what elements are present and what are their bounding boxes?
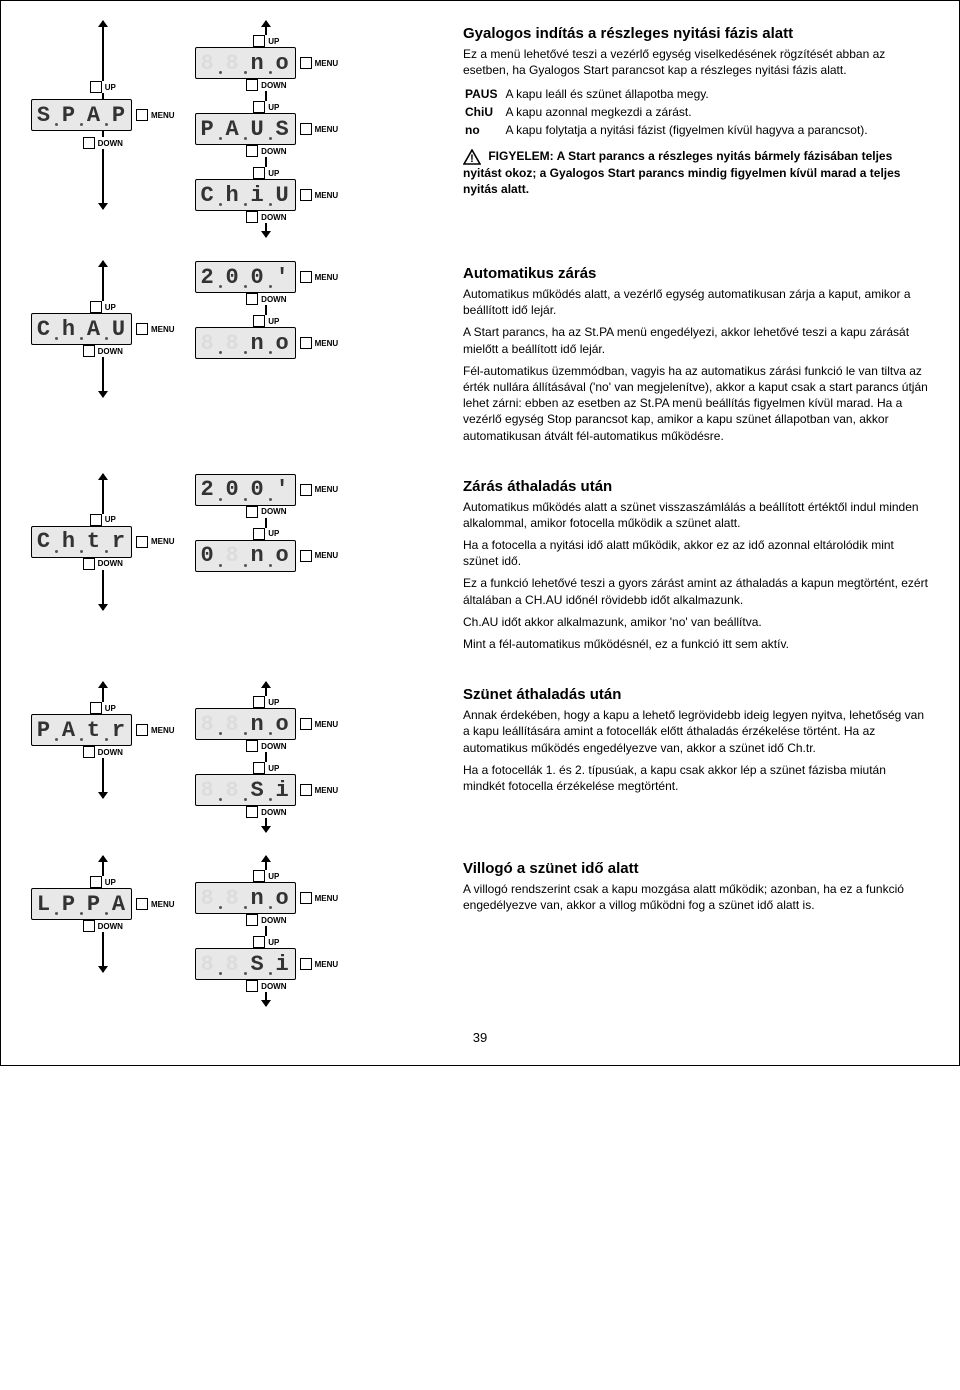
body-text: Fél-automatikus üzemmódban, vagyis ha az… [463, 363, 929, 444]
main-menu-stack: UP L P P A MENU DOWN [31, 856, 175, 1006]
lcd-paus: P A U S [195, 113, 296, 145]
lcd-no: 8 8 n o [195, 327, 296, 359]
down-button[interactable] [83, 345, 95, 357]
section-title: Zárás áthaladás után [463, 478, 929, 495]
lcd-main: S P A P [31, 99, 132, 131]
lcd-time: 2 0 0 ' [195, 474, 296, 506]
sub-menu-stack: UP 8 8 n o MENU DOWN UP P A U S [195, 21, 339, 237]
lcd-main: C h t r [31, 526, 132, 558]
lcd-chiu: C h i U [195, 179, 296, 211]
menu-button[interactable] [300, 57, 312, 69]
menu-button[interactable] [300, 958, 312, 970]
lcd-sub: 8 8 n o [195, 47, 296, 79]
lcd-main: C h A U [31, 313, 132, 345]
lcd-si: 8 8 S i [195, 948, 296, 980]
menu-button[interactable] [300, 784, 312, 796]
down-button[interactable] [83, 137, 95, 149]
svg-text:!: ! [470, 153, 474, 165]
lcd-main: P A t r [31, 714, 132, 746]
down-button[interactable] [246, 79, 258, 91]
up-button[interactable] [253, 528, 265, 540]
page-number: 39 [31, 1030, 929, 1045]
up-button[interactable] [253, 101, 265, 113]
up-button[interactable] [90, 876, 102, 888]
menu-button[interactable] [300, 892, 312, 904]
main-menu-stack: UP P A t r MENU DOWN [31, 682, 175, 832]
down-button[interactable] [246, 980, 258, 992]
down-button[interactable] [83, 746, 95, 758]
menu-button[interactable] [300, 271, 312, 283]
lcd-no: 0 8 n o [195, 540, 296, 572]
up-button[interactable] [253, 167, 265, 179]
lcd-main: L P P A [31, 888, 132, 920]
body-text: Ch.AU időt akkor alkalmazunk, amikor 'no… [463, 614, 929, 630]
down-button[interactable] [246, 145, 258, 157]
up-button[interactable] [90, 301, 102, 313]
menu-button[interactable] [300, 718, 312, 730]
section-title: Szünet áthaladás után [463, 686, 929, 703]
sub-menu-stack: 2 0 0 ' MENU DOWN UP 8 8 n o MENU [195, 261, 339, 397]
section-title: Villogó a szünet idő alatt [463, 860, 929, 877]
up-button[interactable] [90, 702, 102, 714]
body-text: Ha a fotocella a nyitási idő alatt működ… [463, 537, 929, 569]
menu-button[interactable] [300, 189, 312, 201]
body-text: Ez a funkció lehetővé teszi a gyors zárá… [463, 575, 929, 607]
down-button[interactable] [246, 293, 258, 305]
up-button[interactable] [90, 514, 102, 526]
menu-button[interactable] [300, 484, 312, 496]
menu-button[interactable] [300, 337, 312, 349]
section-title: Automatikus zárás [463, 265, 929, 282]
body-text: A Start parancs, ha az St.PA menü engedé… [463, 324, 929, 356]
up-button[interactable] [253, 696, 265, 708]
main-menu-stack: UP C h A U MENU DOWN [31, 261, 175, 397]
up-button[interactable] [253, 35, 265, 47]
menu-button[interactable] [300, 550, 312, 562]
down-button[interactable] [246, 740, 258, 752]
menu-button[interactable] [136, 724, 148, 736]
menu-button[interactable] [136, 323, 148, 335]
body-text: Mint a fél-automatikus működésnél, ez a … [463, 636, 929, 652]
section-intro: Ez a menü lehetővé teszi a vezérlő egysé… [463, 46, 929, 78]
sub-menu-stack: 2 0 0 ' MENU DOWN UP 0 8 n o MENU [195, 474, 339, 610]
body-text: Automatikus működés alatt, a vezérlő egy… [463, 286, 929, 318]
down-button[interactable] [83, 558, 95, 570]
menu-button[interactable] [136, 109, 148, 121]
body-text: Annak érdekében, hogy a kapu a lehető le… [463, 707, 929, 756]
down-button[interactable] [246, 506, 258, 518]
body-text: Ha a fotocellák 1. és 2. típusúak, a kap… [463, 762, 929, 794]
up-button[interactable] [253, 315, 265, 327]
definition-table: PAUSA kapu leáll és szünet állapotba meg… [463, 84, 876, 140]
lcd-no: 8 8 n o [195, 708, 296, 740]
menu-button[interactable] [300, 123, 312, 135]
down-button[interactable] [83, 920, 95, 932]
main-menu-stack: UP S P A P MENU DOWN [31, 21, 175, 237]
body-text: A villogó rendszerint csak a kapu mozgás… [463, 881, 929, 913]
down-button[interactable] [246, 211, 258, 223]
warning-text: ! FIGYELEM: A Start parancs a részleges … [463, 148, 929, 197]
main-menu-stack: UP C h t r MENU DOWN [31, 474, 175, 610]
up-button[interactable] [253, 936, 265, 948]
up-button[interactable] [253, 870, 265, 882]
section-title: Gyalogos indítás a részleges nyitási fáz… [463, 25, 929, 42]
lcd-time: 2 0 0 ' [195, 261, 296, 293]
lcd-no: 8 8 n o [195, 882, 296, 914]
lcd-si: 8 8 S i [195, 774, 296, 806]
down-button[interactable] [246, 914, 258, 926]
menu-button[interactable] [136, 536, 148, 548]
menu-button[interactable] [136, 898, 148, 910]
up-button[interactable] [90, 81, 102, 93]
sub-menu-stack: UP 8 8 n o MENU DOWN UP 8 8 S i [195, 682, 339, 832]
body-text: Automatikus működés alatt a szünet vissz… [463, 499, 929, 531]
up-button[interactable] [253, 762, 265, 774]
down-button[interactable] [246, 806, 258, 818]
warning-icon: ! [463, 149, 481, 165]
sub-menu-stack: UP 8 8 n o MENU DOWN UP 8 8 S i [195, 856, 339, 1006]
